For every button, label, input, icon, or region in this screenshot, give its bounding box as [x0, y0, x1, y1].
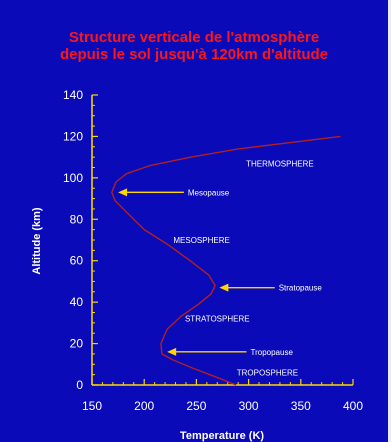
temperature-profile-line [111, 135, 341, 386]
y-tick-label: 20 [70, 337, 84, 351]
y-tick-label: 40 [70, 295, 84, 309]
y-tick-label: 120 [63, 129, 83, 143]
x-tick-label: 250 [186, 399, 206, 413]
tick-labels: 0 20 40 60 80 100 120 140 150 200 250 300 350 400 [63, 88, 363, 413]
y-tick-label: 0 [76, 378, 83, 392]
annotation-arrow-head [219, 283, 229, 292]
region-label: THERMOSPHERE [246, 159, 314, 168]
x-tick-label: 350 [291, 399, 311, 413]
y-tick-label: 60 [70, 254, 84, 268]
annotation-label: Mesopause [188, 188, 230, 197]
annotations: Mesopause Stratopause Tropopause [118, 188, 322, 357]
annotation-label: Tropopause [251, 348, 294, 357]
chart-title-line-1: Structure verticale de l'atmosphère [68, 29, 320, 46]
annotation-arrow-head [118, 188, 128, 197]
x-tick-label: 150 [82, 399, 102, 413]
y-tick-label: 140 [63, 88, 83, 102]
x-axis-label: Temperature (K) [180, 430, 264, 442]
y-tick-label: 80 [70, 212, 84, 226]
region-labels: THERMOSPHERE MESOSPHERE STRATOSPHERE TROPOS… [173, 159, 313, 377]
chart-title-line-2: depuis le sol jusqu'à 120km d'altitude [59, 46, 329, 63]
y-tick-label: 100 [63, 171, 83, 185]
region-label: MESOSPHERE [173, 236, 229, 245]
annotation-label: Stratopause [279, 284, 323, 293]
temperature-curve [111, 135, 341, 386]
region-label: STRATOSPHERE [185, 315, 250, 324]
x-tick-label: 300 [239, 399, 259, 413]
region-label: TROPOSPHERE [237, 369, 298, 378]
annotation-arrow-head [167, 347, 177, 356]
x-tick-label: 400 [343, 399, 363, 413]
y-axis-label: Altitude (km) [31, 207, 43, 275]
axes [91, 94, 354, 386]
page-edge [388, 0, 391, 442]
x-tick-label: 200 [134, 399, 154, 413]
